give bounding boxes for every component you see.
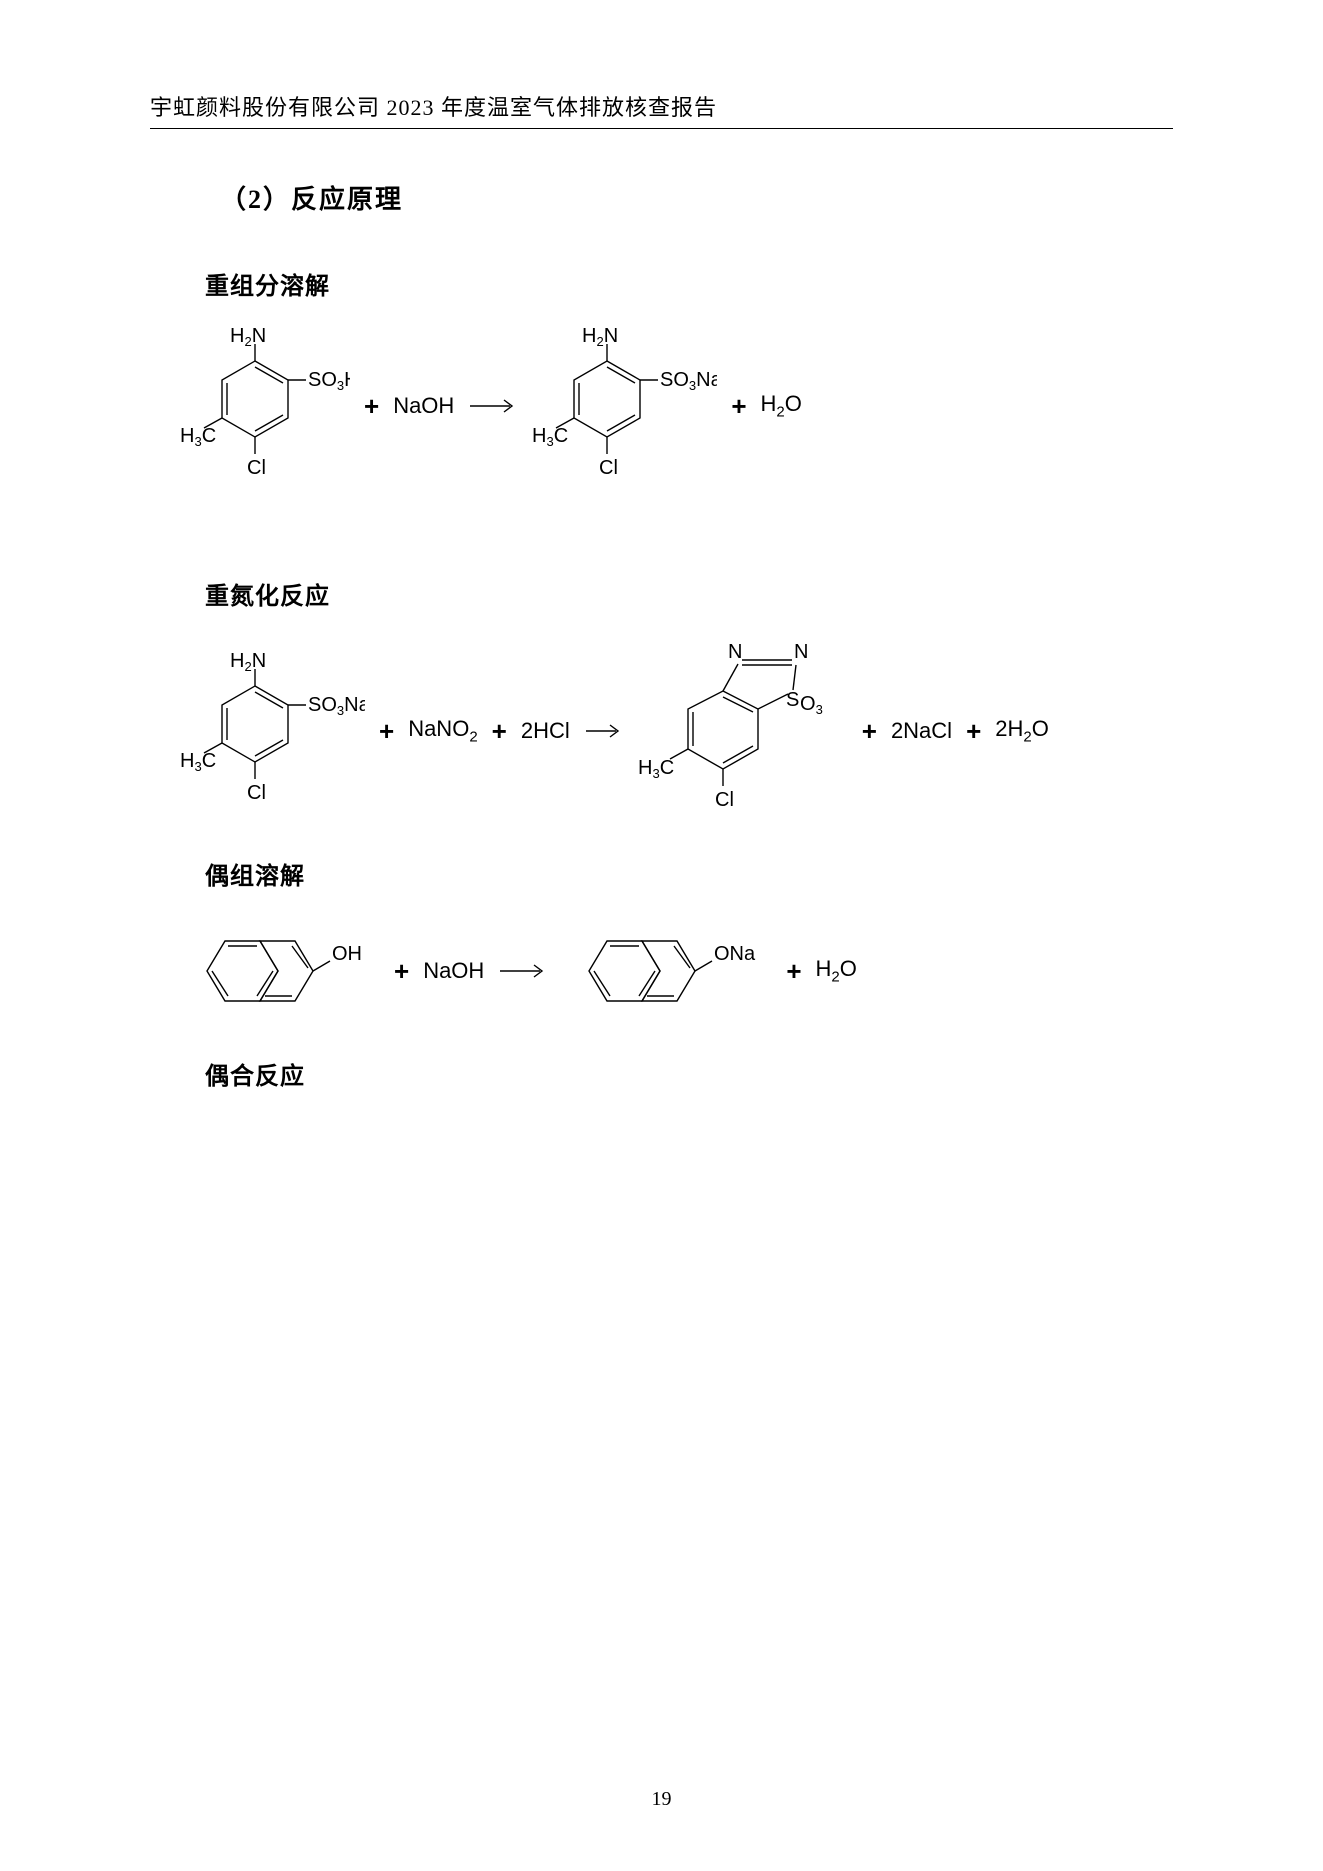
document-page: 宇虹颜料股份有限公司 2023 年度温室气体排放核查报告 （2）反应原理 重组分… (0, 0, 1323, 1871)
header-text: 宇虹颜料股份有限公司 2023 年度温室气体排放核查报告 (150, 95, 717, 120)
svg-text:Cl: Cl (599, 457, 618, 479)
plus-icon: + (364, 391, 379, 422)
page-header: 宇虹颜料股份有限公司 2023 年度温室气体排放核查报告 (150, 90, 1173, 129)
plus-icon: + (492, 716, 507, 747)
eq2-reactant-3: 2HCl (521, 718, 570, 744)
svg-text:H2N: H2N (230, 326, 266, 349)
equation-2: H2N SO3Na H3C Cl + NaNO2 + 2HCl (180, 636, 1173, 826)
arrow-icon (584, 721, 624, 741)
section-title: （2）反应原理 (220, 179, 1173, 216)
arrow-icon (468, 396, 518, 416)
eq1-product-1: H2N SO3Na H3C Cl (532, 326, 717, 486)
eq2-reactant-1: H2N SO3Na H3C Cl (180, 651, 365, 811)
svg-text:H3C: H3C (532, 425, 568, 449)
plus-icon: + (394, 956, 409, 987)
eq2-product-3: 2H2O (995, 716, 1049, 745)
svg-text:N: N (728, 641, 742, 663)
eq3-product-1: ONa (562, 916, 772, 1026)
svg-text:Cl: Cl (715, 789, 734, 811)
svg-text:SO3H: SO3H (308, 369, 350, 393)
eq3-product-2: H2O (816, 956, 857, 985)
plus-icon: + (862, 716, 877, 747)
eq1-reactant-1: H2N SO3H H3C Cl (180, 326, 350, 486)
eq2-product-1: N N S O3 H3C Cl (638, 636, 848, 826)
arrow-icon (498, 961, 548, 981)
svg-text:OH: OH (332, 943, 362, 965)
plus-icon: + (966, 716, 981, 747)
svg-text:N: N (794, 641, 808, 663)
eq3-reactant-2: NaOH (423, 958, 484, 984)
svg-text:SO3Na: SO3Na (660, 369, 717, 393)
svg-text:H2N: H2N (230, 651, 266, 674)
svg-text:Cl: Cl (247, 457, 266, 479)
eq1-reactant-2: NaOH (393, 393, 454, 419)
subsection-3: 偶组溶解 (205, 856, 1173, 891)
svg-text:Cl: Cl (247, 782, 266, 804)
plus-icon: + (379, 716, 394, 747)
svg-text:S: S (786, 689, 799, 711)
eq2-product-2: 2NaCl (891, 718, 952, 744)
svg-text:H2N: H2N (582, 326, 618, 349)
svg-text:ONa: ONa (714, 943, 756, 965)
svg-text:H3C: H3C (180, 425, 216, 449)
plus-icon: + (731, 391, 746, 422)
svg-text:H3C: H3C (638, 757, 674, 781)
subsection-4: 偶合反应 (205, 1056, 1173, 1091)
equation-1: H2N SO3H H3C Cl + NaOH (180, 326, 1173, 486)
plus-icon: + (786, 956, 801, 987)
subsection-1: 重组分溶解 (205, 266, 1173, 301)
subsection-2: 重氮化反应 (205, 576, 1173, 611)
svg-text:O3: O3 (800, 693, 823, 717)
eq2-reactant-2: NaNO2 (408, 716, 477, 745)
svg-text:H3C: H3C (180, 750, 216, 774)
page-number: 19 (0, 1788, 1323, 1811)
eq1-product-2: H2O (761, 391, 802, 420)
svg-text:SO3Na: SO3Na (308, 694, 365, 718)
equation-3: OH + NaOH ONa + (180, 916, 1173, 1026)
eq3-reactant-1: OH (180, 916, 380, 1026)
